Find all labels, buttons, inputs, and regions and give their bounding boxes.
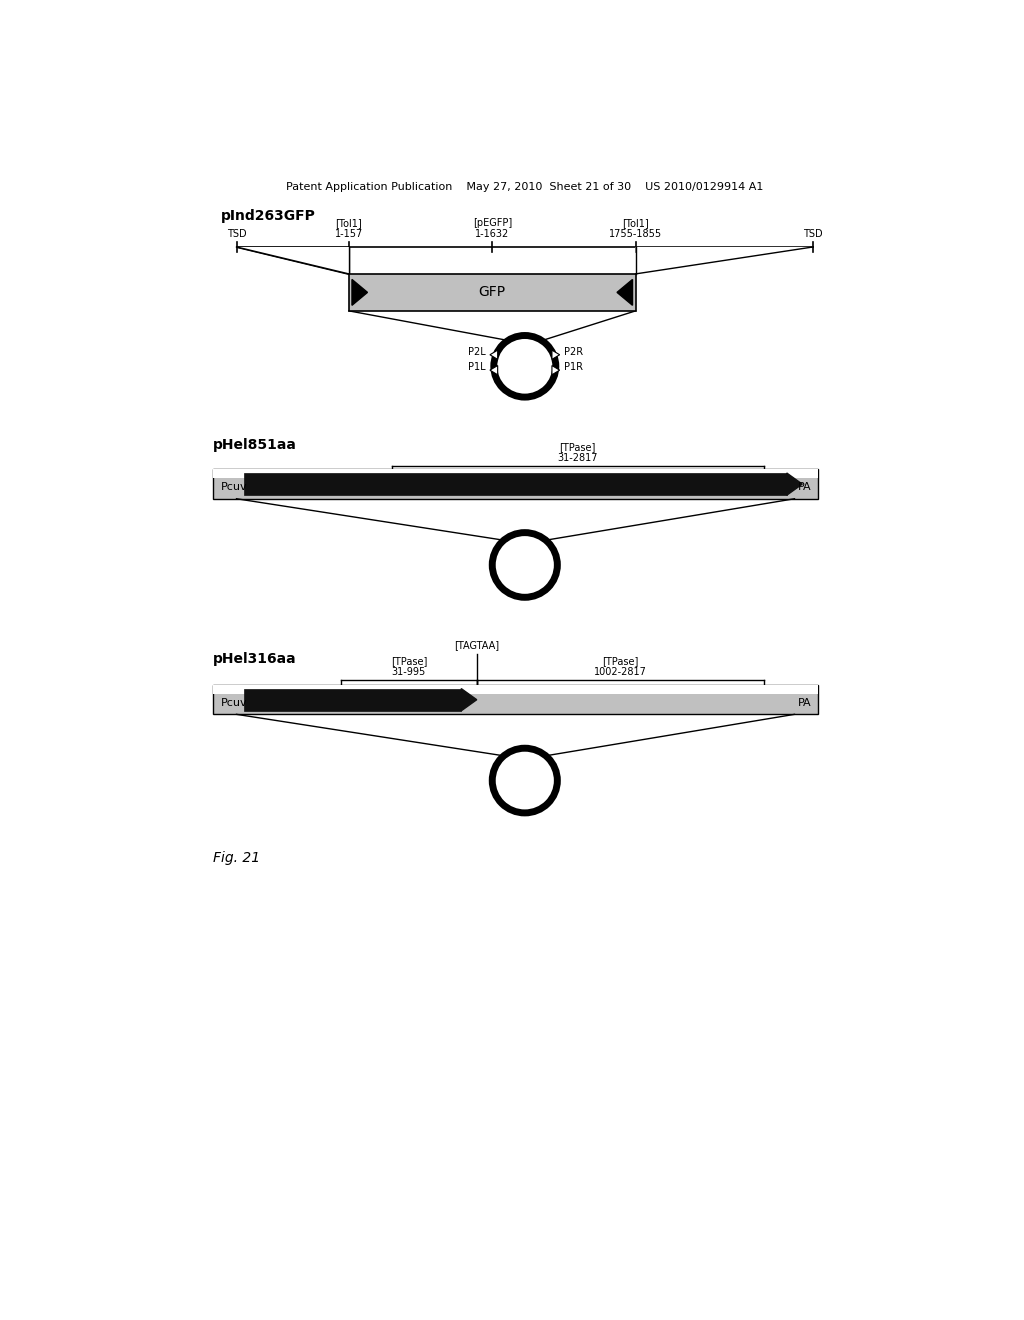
Polygon shape	[237, 247, 349, 275]
Bar	[213, 470, 818, 499]
Bar	[213, 685, 818, 714]
Bar	[349, 275, 636, 312]
Text: TSD: TSD	[226, 230, 247, 239]
Text: Pcuv: Pcuv	[221, 482, 248, 492]
Text: [TPase]
1002-2817: [TPase] 1002-2817	[594, 656, 646, 677]
Text: PA: PA	[798, 698, 812, 708]
Text: P1L: P1L	[468, 362, 486, 372]
Text: Fig. 21: Fig. 21	[213, 850, 260, 865]
Polygon shape	[636, 247, 813, 275]
Text: TSD: TSD	[803, 230, 823, 239]
Text: [Tol1]
1-157: [Tol1] 1-157	[335, 218, 362, 239]
Text: GFP: GFP	[478, 285, 506, 300]
Text: P2R: P2R	[563, 347, 583, 356]
Polygon shape	[489, 366, 498, 375]
Text: pInd263GFP: pInd263GFP	[221, 209, 315, 223]
Polygon shape	[552, 366, 560, 375]
Text: pHel851aa: pHel851aa	[213, 438, 297, 451]
Text: pHel316aa: pHel316aa	[213, 652, 297, 665]
Bar	[245, 473, 786, 495]
Polygon shape	[237, 247, 349, 275]
Polygon shape	[461, 689, 477, 711]
Polygon shape	[489, 350, 498, 359]
Polygon shape	[552, 350, 560, 359]
Bar	[245, 689, 461, 711]
Text: PA: PA	[798, 482, 812, 492]
Text: P1R: P1R	[563, 362, 583, 372]
Text: Patent Application Publication    May 27, 2010  Sheet 21 of 30    US 2010/012991: Patent Application Publication May 27, 2…	[286, 182, 764, 191]
Bar	[213, 685, 818, 694]
Text: [TAGTAA]: [TAGTAA]	[455, 640, 500, 651]
Text: [TPase]
31-995: [TPase] 31-995	[391, 656, 427, 677]
Text: P2L: P2L	[468, 347, 486, 356]
Polygon shape	[617, 280, 633, 305]
Text: [pEGFP]
1-1632: [pEGFP] 1-1632	[473, 218, 512, 239]
Text: [Tol1]
1755-1855: [Tol1] 1755-1855	[609, 218, 663, 239]
Polygon shape	[786, 473, 802, 495]
Text: [TPase]
31-2817: [TPase] 31-2817	[557, 442, 598, 463]
Bar	[213, 470, 818, 478]
Polygon shape	[352, 280, 368, 305]
Text: Pcuv: Pcuv	[221, 698, 248, 708]
